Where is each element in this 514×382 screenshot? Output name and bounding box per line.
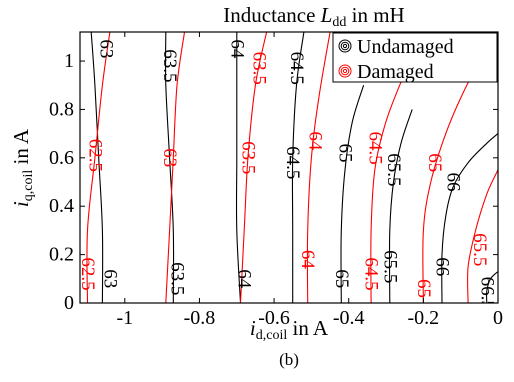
contour-label-undamaged-64-5-1: 64.5 (286, 52, 307, 85)
contour-damaged-65-5 (467, 169, 498, 303)
plot-frame (79, 31, 499, 304)
contour-undamaged-66-5 (485, 271, 498, 303)
y-tick-label: 1 (64, 50, 74, 72)
contour-label-damaged-63-0: 63 (159, 148, 180, 167)
contour-undamaged-64-5 (291, 32, 305, 303)
contour-label-undamaged-65-0: 65 (331, 269, 352, 288)
y-tick-label: 0.4 (49, 195, 74, 217)
x-axis-label: id,coil in A (250, 316, 329, 343)
legend: Undamaged Damaged (332, 32, 498, 83)
legend-label-damaged: Damaged (357, 61, 434, 83)
contour-label-damaged-62-5-1: 62.5 (84, 139, 105, 172)
contour-label-damaged-64-1: 64 (305, 131, 326, 151)
y-axis-label: iq,coil in A (9, 128, 36, 207)
contour-label-damaged-65-1: 65 (424, 153, 445, 172)
contour-label-damaged-62-5-0: 62.5 (77, 257, 98, 290)
contour-label-undamaged-65-5-0: 65.5 (379, 250, 400, 283)
x-tick-label: -0.4 (333, 307, 365, 329)
contour-label-undamaged-64-1: 64 (226, 39, 247, 59)
legend-label-undamaged: Undamaged (357, 36, 454, 58)
legend-swatch-undamaged (338, 39, 352, 53)
contour-label-undamaged-64-0: 64 (234, 269, 255, 289)
x-tick-label: -1 (116, 307, 133, 329)
y-tick-label: 0.6 (49, 147, 74, 169)
contour-undamaged-63 (90, 32, 104, 303)
x-tick-label: -0.8 (184, 307, 216, 329)
y-tick-label: 0.2 (49, 244, 74, 266)
legend-box (332, 32, 498, 83)
contour-label-undamaged-65-1: 65 (335, 144, 356, 163)
contour-label-undamaged-63-1: 63 (96, 39, 117, 58)
y-tick-label: 0 (64, 292, 74, 314)
figure-caption: (b) (279, 350, 299, 369)
chart-title: Inductance Ldd in mH (223, 3, 404, 30)
contour-label-damaged-64-5-0: 64.5 (361, 257, 382, 290)
x-tick-label: -0.2 (408, 307, 440, 329)
contour-label-undamaged-66-0: 66 (432, 257, 453, 276)
contour-label-damaged-65-5-0: 65.5 (469, 233, 490, 266)
contour-damaged-63 (165, 32, 186, 303)
contour-undamaged-63-5 (164, 32, 175, 303)
contour-label-undamaged-64-5-0: 64.5 (282, 146, 303, 179)
contour-label-undamaged-66-1: 66 (443, 173, 464, 192)
y-axis: 0 0.2 0.4 0.6 0.8 1 (49, 50, 498, 314)
contour-label-undamaged-63-0: 63 (99, 269, 120, 288)
contour-label-undamaged-63-5-0: 63.5 (167, 262, 188, 295)
x-tick-label: 0 (493, 307, 503, 329)
contour-undamaged-66 (441, 133, 498, 303)
y-tick-label: 0.8 (49, 98, 74, 120)
contour-damaged-63-5 (239, 32, 268, 303)
contour-label-damaged-64-0: 64 (297, 250, 318, 270)
contour-label-undamaged-66-5-0: 66.5 (476, 277, 497, 310)
contour-damaged-62-5 (86, 32, 111, 303)
contour-label-damaged-65-0: 65 (413, 279, 434, 298)
x-tick-label: -0.6 (258, 307, 290, 329)
contour-damaged-64 (306, 32, 331, 303)
contour-undamaged-65 (340, 85, 365, 303)
legend-swatch-damaged (338, 64, 352, 78)
contour-undamaged-64 (235, 32, 242, 303)
contour-label-damaged-64-5-1: 64.5 (364, 131, 385, 164)
x-axis: -1 -0.8 -0.6 -0.4 -0.2 0 (116, 32, 503, 329)
contour-label-undamaged-65-5-1: 65.5 (383, 153, 404, 186)
contour-label-damaged-63-5-1: 63.5 (249, 52, 270, 85)
contour-labels: 636363.563.5646464.564.5656565.565.56666… (77, 39, 497, 310)
contour-label-undamaged-63-5-1: 63.5 (159, 49, 180, 82)
contour-undamaged-65-5 (388, 109, 413, 303)
contour-label-damaged-63-5-0: 63.5 (237, 141, 258, 174)
